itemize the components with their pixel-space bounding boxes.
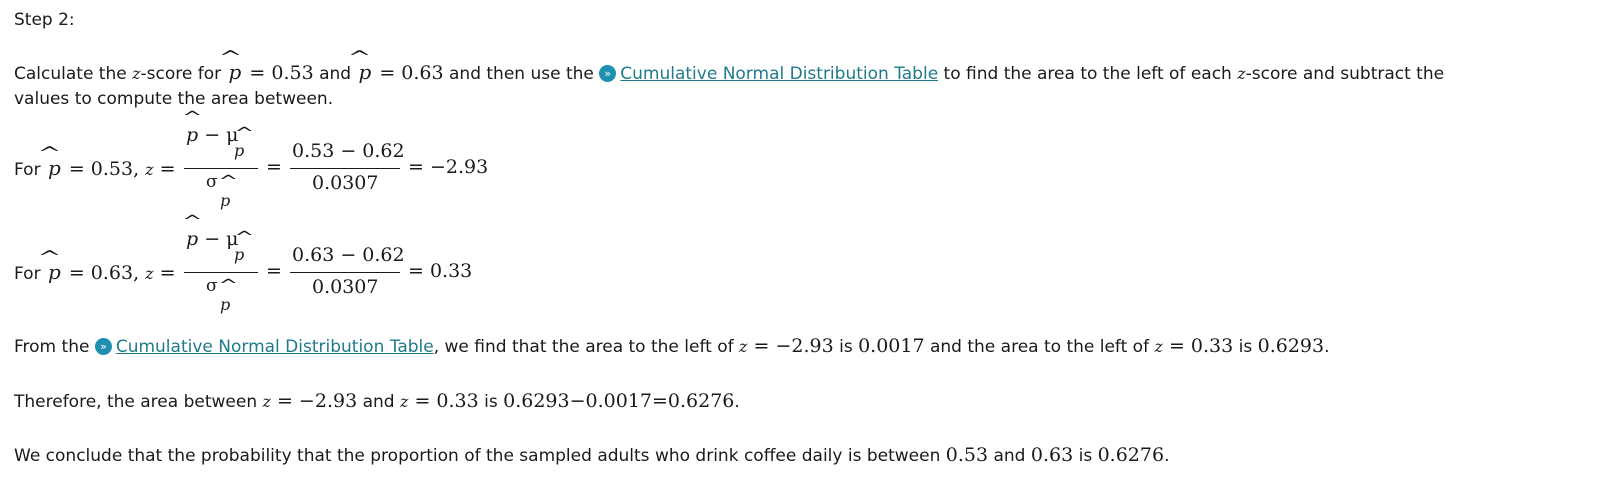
z-value: = −2.93 xyxy=(747,335,834,357)
conclusion-line: We conclude that the probability that th… xyxy=(14,444,1169,466)
phat-value: = 0.63, xyxy=(62,262,146,284)
text: From the xyxy=(14,337,95,357)
hat-mark: ^ xyxy=(182,108,203,126)
hat-mark: ^ xyxy=(234,124,255,142)
z-value: = 0.33 xyxy=(1162,335,1234,357)
phat-value-1: = 0.53 xyxy=(243,62,314,84)
numerator-numeric: 0.53 − 0.62 xyxy=(292,140,405,162)
z-result-1: = −2.93 xyxy=(408,156,489,178)
sigma-subscript: p xyxy=(220,295,231,314)
intro-text-1: Calculate the xyxy=(14,64,133,84)
fraction-bar xyxy=(184,168,258,169)
equals-sign: = xyxy=(153,158,176,180)
z-result-2: = 0.33 xyxy=(408,260,473,282)
denominator-symbolic: σ xyxy=(206,276,218,296)
hat-mark: ^ xyxy=(218,276,239,294)
fraction-bar xyxy=(184,272,258,273)
text: is xyxy=(1233,337,1258,357)
calc-2-lead: For ^ p = 0.63, z = xyxy=(14,247,176,284)
text: . xyxy=(1164,446,1170,466)
text: and the area to the left of xyxy=(924,337,1155,357)
therefore-line: Therefore, the area between z = −2.93 an… xyxy=(14,390,740,412)
denominator-numeric: 0.0307 xyxy=(312,172,379,194)
text: , we find that the area to the left of xyxy=(433,337,740,357)
step-title-text: Step 2: xyxy=(14,10,75,30)
z-value: = −2.93 xyxy=(270,390,358,412)
text: . xyxy=(1324,337,1330,357)
z-variable: z xyxy=(1154,337,1163,356)
mu-subscript: p xyxy=(234,141,245,160)
p-hat-symbol: ^ p xyxy=(37,143,62,180)
intro-text-3: and then use the xyxy=(443,64,600,84)
cumulative-normal-table-link[interactable]: Cumulative Normal Distribution Table xyxy=(620,64,939,84)
text: and xyxy=(988,446,1031,466)
intro-text-2: -score for xyxy=(140,64,227,84)
intro-text-6: values to compute the area between. xyxy=(14,89,334,109)
intro-text-5: -score and subtract the xyxy=(1245,64,1445,84)
area-calculation: 0.6293−0.0017=0.6276 xyxy=(503,390,735,412)
for-label: For xyxy=(14,160,46,180)
p-hat-symbol: ^ p xyxy=(37,247,62,284)
chevron-circle-icon[interactable]: » xyxy=(599,65,617,82)
text: is xyxy=(478,392,504,412)
chevron-circle-icon[interactable]: » xyxy=(94,338,112,355)
phat-value: = 0.53, xyxy=(62,158,146,180)
z-variable: z xyxy=(132,64,141,83)
text: is xyxy=(833,337,859,357)
calc-1-lead: For ^ p = 0.53, z = xyxy=(14,143,176,180)
z-variable: z xyxy=(262,392,271,411)
area-value-1: 0.0017 xyxy=(858,335,925,357)
numerator-symbolic: p − μ xyxy=(186,228,239,250)
z-variable: z xyxy=(739,337,748,356)
table-result-line: From the » Cumulative Normal Distribution… xyxy=(14,335,1330,357)
text: We conclude that the probability that th… xyxy=(14,446,946,466)
fraction-bar xyxy=(290,168,400,169)
text: . xyxy=(734,392,740,412)
intro-text-4: to find the area to the left of each xyxy=(938,64,1238,84)
cumulative-normal-table-link[interactable]: Cumulative Normal Distribution Table xyxy=(115,337,434,357)
hat-mark: ^ xyxy=(218,172,239,190)
denominator-symbolic: σ xyxy=(206,172,218,192)
equals-sign: = xyxy=(266,260,282,282)
sigma-subscript: p xyxy=(220,191,231,210)
intro-and: and xyxy=(313,64,357,84)
bound-value-2: 0.63 xyxy=(1030,444,1074,466)
probability-value: 0.6276 xyxy=(1097,444,1165,466)
z-variable: z xyxy=(145,264,154,283)
area-value-2: 0.6293 xyxy=(1257,335,1325,357)
hat-mark: ^ xyxy=(182,212,203,230)
z-value: = 0.33 xyxy=(408,390,479,412)
intro-line-2: values to compute the area between. xyxy=(14,89,333,109)
text: and xyxy=(357,392,400,412)
phat-value-2: = 0.63 xyxy=(373,62,444,84)
text: Therefore, the area between xyxy=(14,392,263,412)
p-hat-symbol: ^ p xyxy=(347,47,373,84)
bound-value-1: 0.53 xyxy=(945,444,989,466)
z-variable: z xyxy=(145,160,154,179)
hat-mark: ^ xyxy=(234,228,255,246)
step-title: Step 2: xyxy=(14,10,75,30)
text: is xyxy=(1073,446,1098,466)
mu-subscript: p xyxy=(234,245,245,264)
equals-sign: = xyxy=(153,262,176,284)
z-variable: z xyxy=(1237,64,1246,83)
denominator-numeric: 0.0307 xyxy=(312,276,379,298)
z-variable: z xyxy=(399,392,409,411)
numerator-numeric: 0.63 − 0.62 xyxy=(292,244,405,266)
equals-sign: = xyxy=(266,156,282,178)
p-hat-symbol: ^ p xyxy=(218,47,243,84)
numerator-symbolic: p − μ xyxy=(186,124,239,146)
intro-line-1: Calculate the z-score for ^ p = 0.53 and … xyxy=(14,47,1445,84)
for-label: For xyxy=(14,264,46,284)
fraction-bar xyxy=(290,272,400,273)
